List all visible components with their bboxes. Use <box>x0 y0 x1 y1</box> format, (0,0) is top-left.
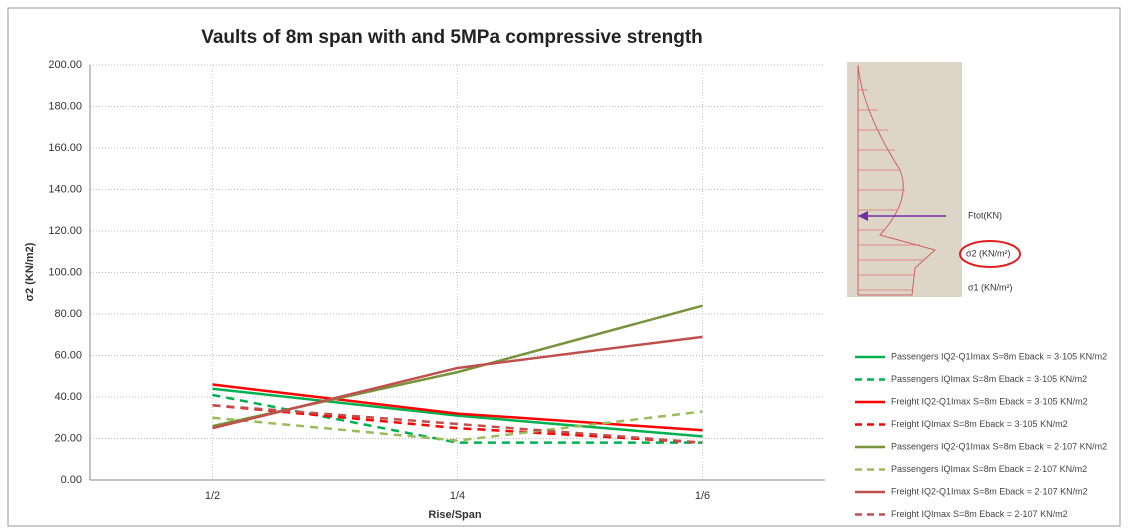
y-tick-label: 40.00 <box>54 391 82 403</box>
series-line <box>212 387 703 438</box>
inset-label: σ2 (KN/m²) <box>966 248 1011 258</box>
y-tick-label: 140.00 <box>48 183 82 195</box>
legend-label: Freight IQ2-Q1Imax S=8m Eback = 3·105 KN… <box>891 396 1088 406</box>
arrow-head <box>858 211 868 221</box>
x-axis-label: Rise/Span <box>428 509 481 521</box>
series-line <box>212 410 703 442</box>
x-tick-label: 1/6 <box>695 490 710 502</box>
legend-label: Freight IQImax S=8m Eback = 2·107 KN/m2 <box>891 509 1068 519</box>
legend-label: Passengers IQ2-Q1Imax S=8m Eback = 2·107… <box>891 441 1107 451</box>
legend-label: Passengers IQImax S=8m Eback = 2·107 KN/… <box>891 464 1087 474</box>
series-line <box>212 404 703 444</box>
y-tick-label: 180.00 <box>48 100 82 112</box>
inset-diagram: Ftot(KN) σ2 (KN/m²) σ1 (KN/m²) <box>847 62 1021 297</box>
legend-label: Passengers IQ2-Q1Imax S=8m Eback = 3·105… <box>891 351 1107 361</box>
stress-profile <box>857 64 937 296</box>
series-line <box>212 393 703 444</box>
hatch <box>858 89 925 291</box>
series-line <box>212 335 703 430</box>
y-tick-label: 200.00 <box>48 59 82 71</box>
legend: Passengers IQ2-Q1Imax S=8m Eback = 3·105… <box>855 351 1107 519</box>
y-tick-label: 0.00 <box>61 474 82 486</box>
legend-label: Freight IQ2-Q1Imax S=8m Eback = 2·107 KN… <box>891 486 1088 496</box>
legend-label: Freight IQImax S=8m Eback = 3·105 KN/m2 <box>891 419 1068 429</box>
y-tick-label: 100.00 <box>48 266 82 278</box>
x-tick-label: 1/4 <box>450 490 465 502</box>
series-line <box>212 383 703 432</box>
y-tick-label: 160.00 <box>48 142 82 154</box>
highlight-ellipse <box>959 240 1021 268</box>
legend-label: Passengers IQImax S=8m Eback = 3·105 KN/… <box>891 374 1087 384</box>
inset-label: Ftot(KN) <box>968 210 1002 220</box>
y-tick-label: 80.00 <box>54 308 82 320</box>
chart-title: Vaults of 8m span with and 5MPa compress… <box>201 27 703 48</box>
series-line <box>212 404 703 444</box>
inset-label: σ1 (KN/m²) <box>968 282 1013 292</box>
y-tick-label: 120.00 <box>48 225 82 237</box>
y-tick-label: 60.00 <box>54 349 82 361</box>
y-axis-label: σ2 (KN/m2) <box>24 242 36 301</box>
x-tick-label: 1/2 <box>205 490 220 502</box>
y-tick-label: 20.00 <box>54 432 82 444</box>
